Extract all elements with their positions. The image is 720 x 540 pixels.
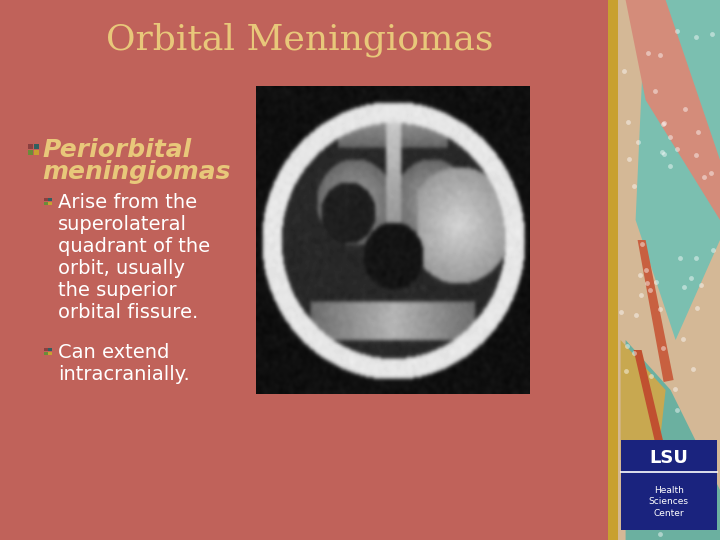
Polygon shape <box>621 340 665 480</box>
Bar <box>48 348 52 351</box>
Bar <box>34 144 39 149</box>
Text: Orbital Meningiomas: Orbital Meningiomas <box>107 23 494 57</box>
Bar <box>44 201 48 205</box>
Polygon shape <box>626 0 720 220</box>
Text: orbital fissure.: orbital fissure. <box>58 302 198 321</box>
Bar <box>44 198 48 201</box>
Bar <box>48 198 52 201</box>
Text: the superior: the superior <box>58 280 176 300</box>
Text: Health
Sciences
Center: Health Sciences Center <box>649 485 689 518</box>
Bar <box>48 352 52 355</box>
Bar <box>44 348 48 351</box>
Polygon shape <box>634 350 667 462</box>
Text: intracranially.: intracranially. <box>58 364 190 383</box>
Text: superolateral: superolateral <box>58 214 187 233</box>
Text: LSU: LSU <box>649 449 688 467</box>
Text: quadrant of the: quadrant of the <box>58 237 210 255</box>
Bar <box>28 144 33 149</box>
Text: Arise from the: Arise from the <box>58 192 197 212</box>
Bar <box>44 352 48 355</box>
Bar <box>48 201 52 205</box>
Bar <box>621 440 717 530</box>
Text: Can extend: Can extend <box>58 342 169 361</box>
Text: meningiomas: meningiomas <box>42 160 230 184</box>
Bar <box>608 0 618 540</box>
Text: orbit, usually: orbit, usually <box>58 259 185 278</box>
Polygon shape <box>626 340 720 540</box>
Polygon shape <box>636 0 720 340</box>
Text: Periorbital: Periorbital <box>42 138 192 162</box>
Polygon shape <box>638 240 674 382</box>
Bar <box>616 0 720 540</box>
Bar <box>34 150 39 155</box>
Bar <box>28 150 33 155</box>
